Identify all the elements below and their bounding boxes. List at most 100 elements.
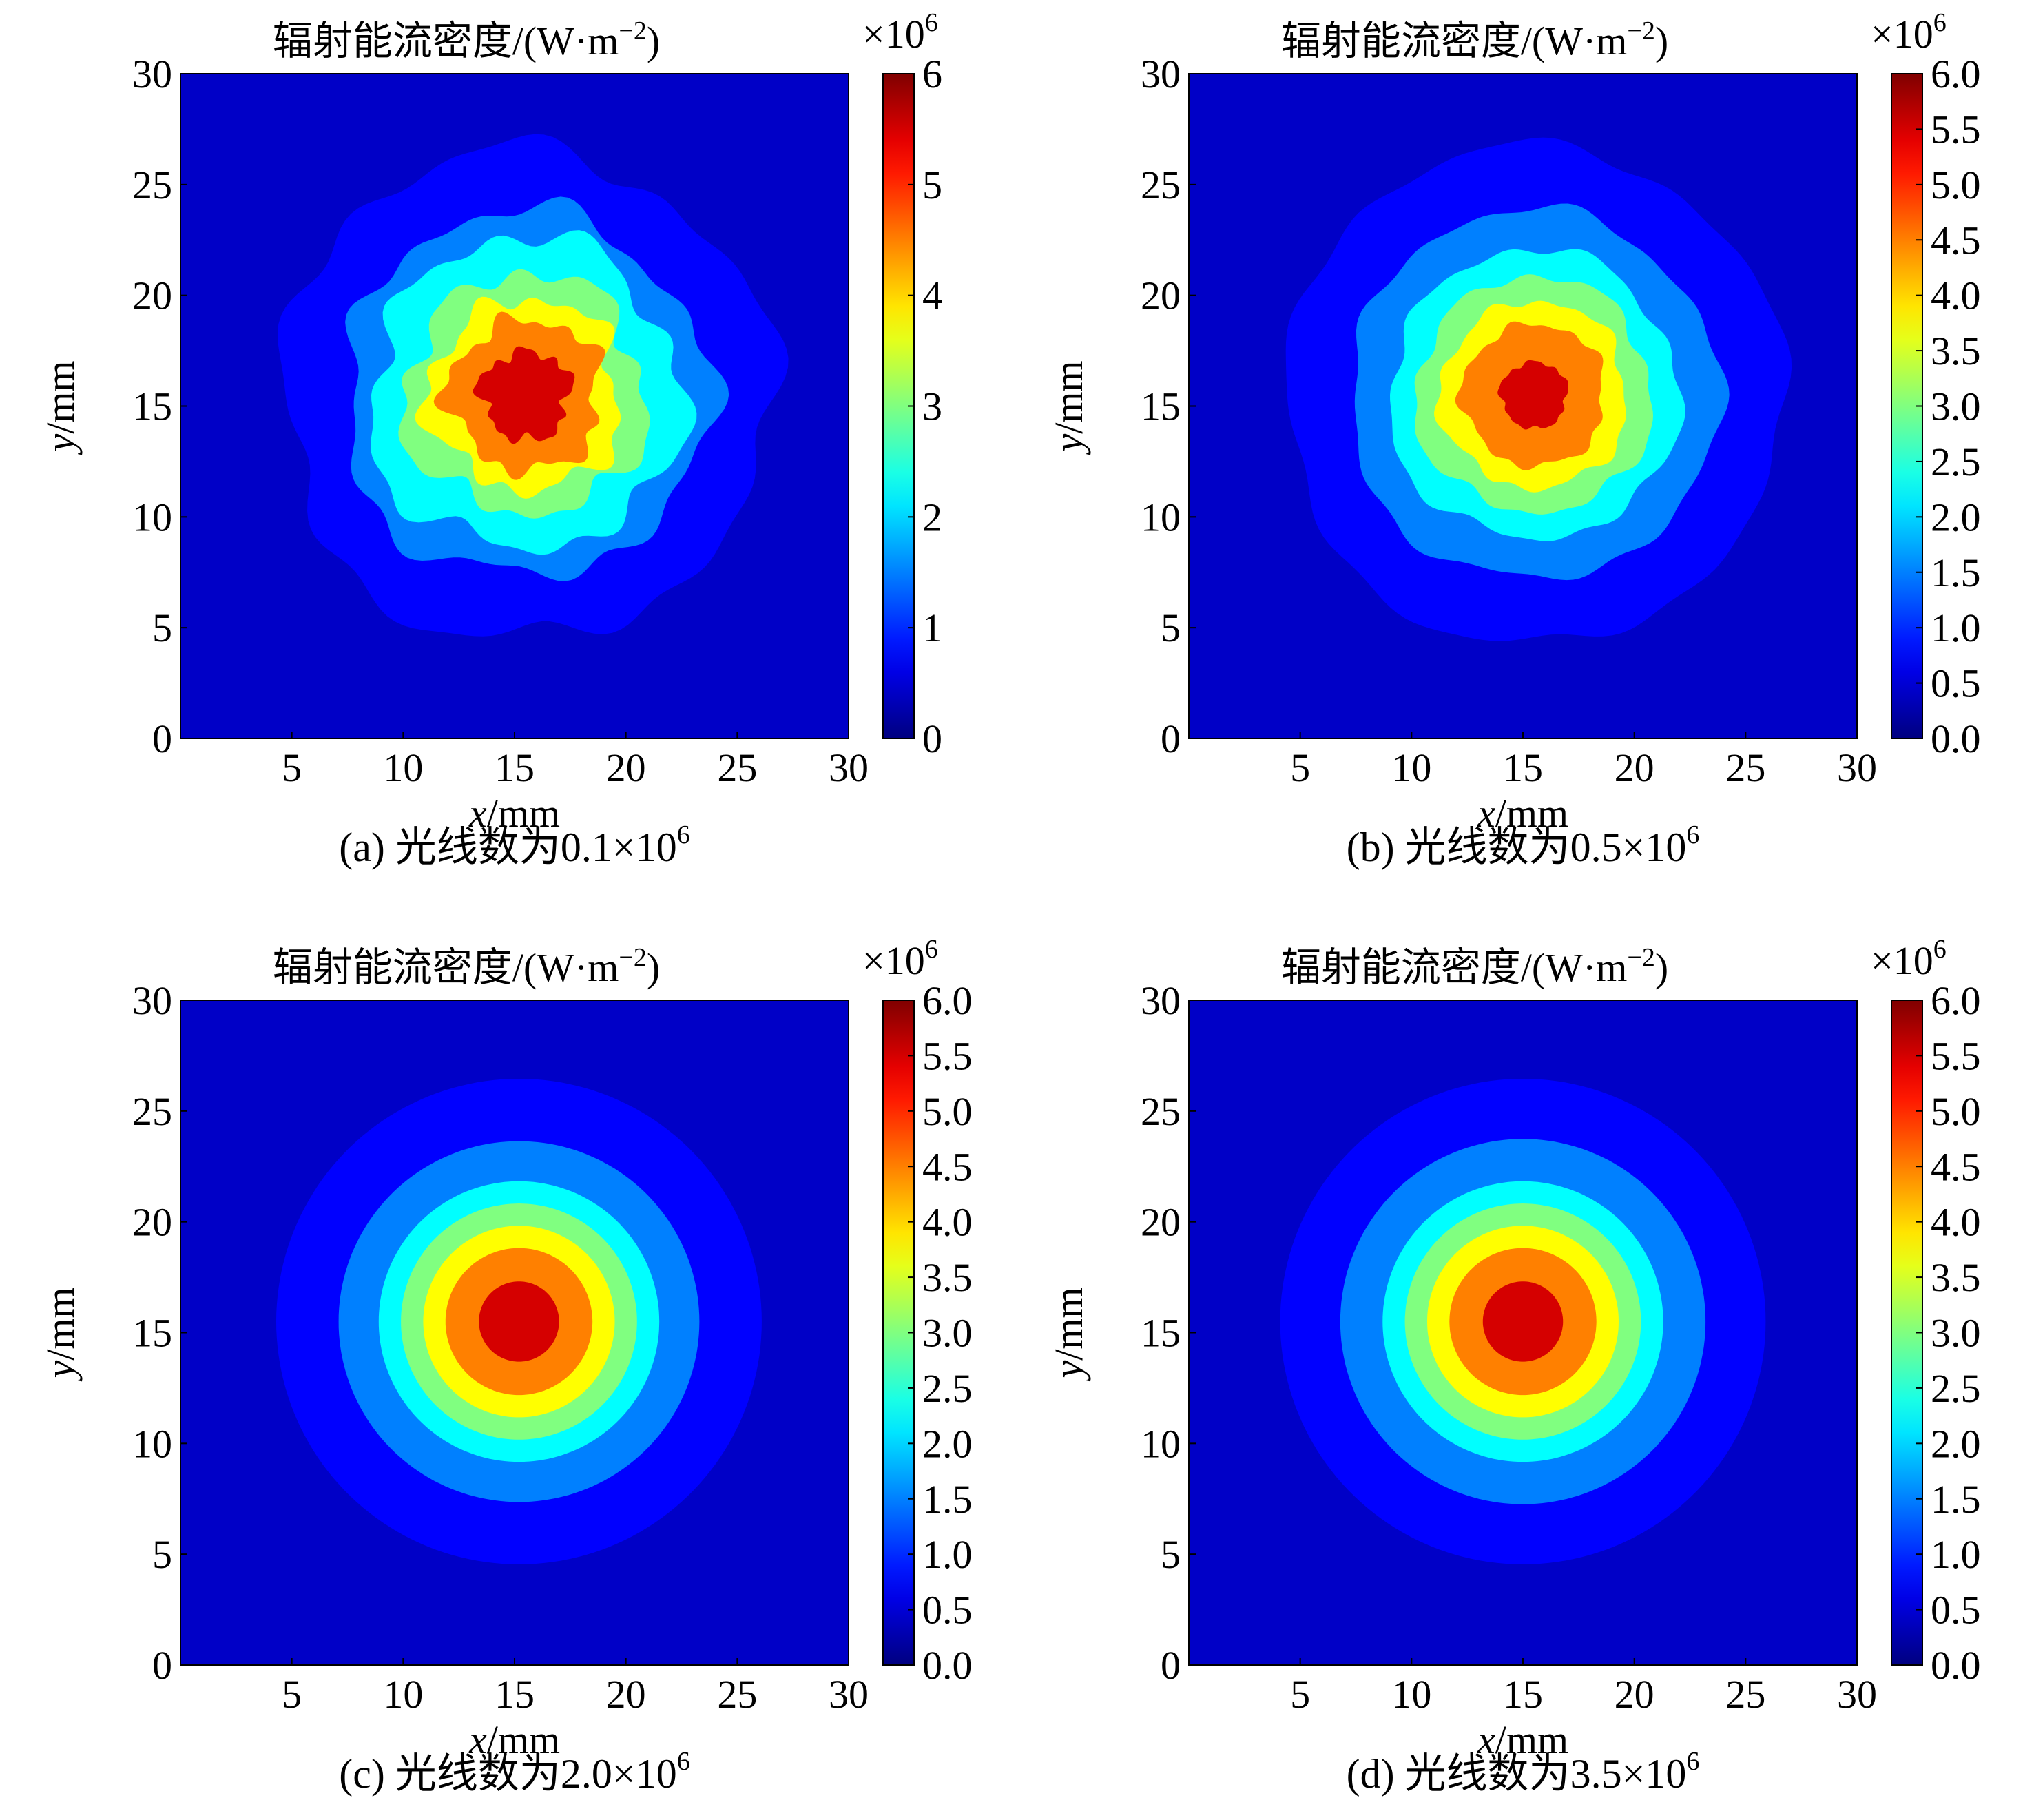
chart-title: 辐射能流密度/(W·m−2) [273,17,660,63]
y-tick-label: 5 [1161,1532,1181,1577]
x-axis-label: x/mm [1477,791,1568,836]
y-tick-label: 0 [1161,716,1181,761]
y-axis-label: y/mm [38,360,83,455]
colorbar-tick-label: 2.5 [1931,440,1981,484]
x-tick-label: 30 [829,1672,869,1717]
x-tick-label: 20 [606,1672,646,1717]
colorbar-tick-label: 5.5 [922,1033,973,1078]
colorbar-tick-label: 0.5 [1931,1588,1981,1633]
x-axis-label: x/mm [1477,1717,1568,1762]
colorbar-multiplier: ×106 [1871,935,1947,983]
x-tick-label: 15 [1503,745,1543,790]
x-axis-label: x/mm [468,791,560,836]
colorbar-tick-label: 3.0 [1931,384,1981,429]
contour-band-6 [479,1281,559,1362]
y-tick-label: 20 [1141,273,1181,318]
colorbar-tick-label: 5.0 [922,1089,973,1134]
x-tick-label: 5 [1290,1672,1310,1717]
y-tick-label: 15 [132,1311,172,1356]
colorbar-tick-label: 1.0 [1931,1532,1981,1577]
x-tick-label: 25 [717,1672,757,1717]
colorbar-tick-label: 2.0 [1931,495,1981,539]
y-axis-label: y/mm [38,1287,83,1381]
y-tick-label: 5 [1161,606,1181,650]
x-tick-label: 5 [1290,745,1310,790]
colorbar-tick-label: 0.0 [922,1643,973,1688]
y-tick-label: 30 [132,978,172,1023]
colorbar-tick-label: 1.5 [1931,1477,1981,1522]
colorbar-tick-label: 1.0 [1931,606,1981,650]
colorbar-tick-label: 0.5 [922,1588,973,1633]
y-tick-label: 10 [132,495,172,539]
y-tick-label: 25 [1141,1089,1181,1134]
y-tick-label: 0 [152,716,172,761]
colorbar-multiplier: ×106 [862,8,938,56]
y-tick-label: 20 [132,1200,172,1245]
x-tick-label: 15 [495,745,535,790]
colorbar-multiplier: ×106 [1871,8,1947,56]
y-tick-label: 0 [1161,1643,1181,1688]
y-tick-label: 30 [132,52,172,96]
colorbar-tick-label: 6 [922,52,942,96]
contour-bands [1285,137,1792,641]
x-axis-label: x/mm [468,1717,560,1762]
y-tick-label: 15 [132,384,172,429]
panel-caption: (b) 光线数为0.5×106 [1347,820,1700,870]
colorbar-tick-label: 3.0 [922,1311,973,1356]
y-axis-label: y/mm [1046,1287,1091,1381]
colorbar-tick-label: 2.0 [1931,1421,1981,1466]
colorbar-tick-label: 3.5 [1931,329,1981,373]
y-tick-label: 20 [132,273,172,318]
x-tick-label: 30 [1837,745,1877,790]
colorbar-tick-label: 6.0 [1931,52,1981,96]
colorbar-multiplier: ×106 [862,935,938,983]
colorbar-tick-label: 4.0 [922,1200,973,1245]
colorbar-tick-label: 5.5 [1931,1033,1981,1078]
colorbar-tick-label: 5.0 [1931,163,1981,207]
panel-b: 辐射能流密度/(W·m−2) 5 10 15 20 25 30 0 5 10 15 20 25 30 x/m… [1046,8,1981,870]
x-tick-label: 30 [1837,1672,1877,1717]
colorbar-tick-label: 5.0 [1931,1089,1981,1134]
x-tick-label: 25 [1725,1672,1765,1717]
contour-band-6 [1482,1281,1564,1362]
contour-bands [1280,1079,1766,1564]
contour-band-6 [1497,360,1568,430]
contour-bands [276,1079,762,1564]
colorbar-tick-label: 3.5 [922,1255,973,1300]
colorbar-tick-label: 2.5 [1931,1366,1981,1411]
colorbar-tick-label: 4.5 [922,1144,973,1189]
colorbar-tick-label: 1 [922,606,942,650]
colorbar-tick-label: 2.5 [922,1366,973,1411]
y-tick-label: 20 [1141,1200,1181,1245]
y-axis-label: y/mm [1046,360,1091,455]
y-tick-label: 15 [1141,1311,1181,1356]
x-tick-label: 15 [495,1672,535,1717]
colorbar-tick-label: 3.0 [1931,1311,1981,1356]
panel-a: 辐射能流密度/(W·m−2)5 10 15 20 25 30051015202530x/m… [38,8,942,870]
chart-title: 辐射能流密度/(W·m−2) [1281,943,1668,990]
y-tick-label: 10 [1141,495,1181,539]
panel-caption: (d) 光线数为3.5×106 [1347,1747,1700,1797]
colorbar-tick-label: 0.5 [1931,661,1981,706]
x-tick-label: 10 [383,1672,423,1717]
colorbar-tick-label: 1.5 [1931,550,1981,595]
y-tick-label: 30 [1141,52,1181,96]
x-tick-label: 30 [829,745,869,790]
y-tick-label: 0 [152,1643,172,1688]
x-tick-label: 10 [1391,1672,1431,1717]
y-tick-label: 25 [132,163,172,207]
y-tick-label: 25 [1141,163,1181,207]
x-tick-label: 10 [383,745,423,790]
y-tick-label: 30 [1141,978,1181,1023]
colorbar-tick-label: 0.0 [1931,1643,1981,1688]
panel-caption: (a) 光线数为0.1×106 [339,820,689,870]
chart-title: 辐射能流密度/(W·m−2) [1281,17,1668,63]
chart-title: 辐射能流密度/(W·m−2) [273,943,660,990]
panel-c: 辐射能流密度/(W·m−2) 5 10 15 20 25 30 0 5 10 15 20 25 30 x/m… [38,935,973,1797]
colorbar-tick-label: 4.5 [1931,218,1981,262]
x-tick-label: 25 [717,745,757,790]
colorbar-tick-label: 1.5 [922,1477,973,1522]
y-tick-label: 10 [1141,1421,1181,1466]
colorbar-tick-label: 4.0 [1931,273,1981,318]
